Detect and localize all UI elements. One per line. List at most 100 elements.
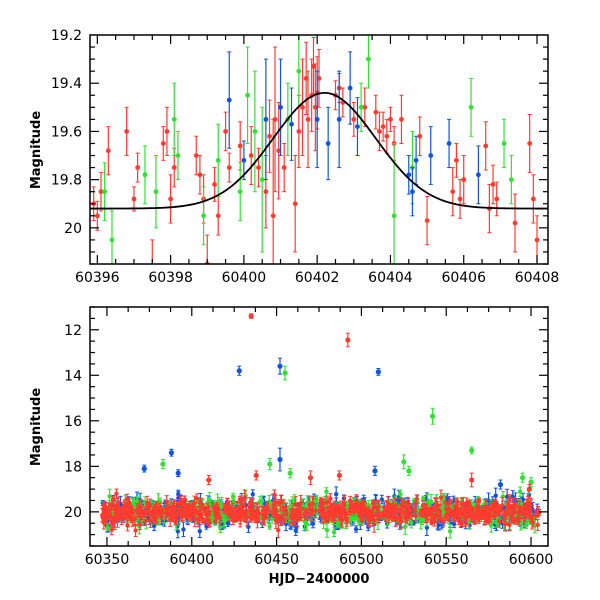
band-point-red bbox=[385, 496, 391, 510]
band-point-green bbox=[447, 524, 453, 539]
data-point-red bbox=[527, 114, 533, 173]
band-point-red bbox=[371, 500, 376, 508]
band-point-red bbox=[441, 517, 446, 527]
band-point-blue bbox=[181, 521, 186, 538]
band-point-red bbox=[367, 511, 372, 528]
band-point-red bbox=[133, 523, 138, 538]
band-point-red bbox=[434, 504, 439, 515]
band-point-red bbox=[375, 502, 380, 516]
band-point-red bbox=[360, 499, 366, 517]
band-point-red bbox=[148, 515, 153, 528]
band-point-red bbox=[529, 515, 535, 530]
data-point-red bbox=[454, 142, 459, 178]
data-point-blue bbox=[428, 126, 434, 185]
band-point-red bbox=[249, 513, 254, 521]
x-tick-label: 60350 bbox=[85, 552, 130, 568]
band-point-red bbox=[445, 509, 450, 521]
band-point-red bbox=[281, 517, 287, 525]
band-point-red bbox=[414, 494, 419, 505]
band-point-red bbox=[194, 506, 199, 516]
band-point-red bbox=[237, 496, 243, 503]
data-point-green bbox=[358, 82, 364, 132]
data-point-green bbox=[508, 155, 514, 205]
band-point-red bbox=[105, 509, 110, 520]
band-point-red bbox=[239, 506, 244, 518]
data-point-red bbox=[272, 46, 278, 193]
band-point-red bbox=[429, 505, 434, 513]
data-point-red bbox=[212, 167, 217, 202]
band-point-red bbox=[163, 505, 169, 513]
data-point-red bbox=[457, 179, 463, 219]
band-point-red bbox=[418, 509, 423, 518]
data-point-red bbox=[380, 111, 386, 142]
x-tick-label: 60400 bbox=[170, 552, 215, 568]
data-point-red bbox=[461, 155, 467, 205]
band-point-red bbox=[459, 520, 464, 527]
bottom-panel-data-marks bbox=[100, 313, 542, 539]
data-point-red bbox=[256, 147, 261, 188]
band-point-red bbox=[178, 508, 184, 521]
data-point-red bbox=[160, 126, 166, 161]
band-point-red bbox=[395, 512, 401, 525]
outlier-point-blue bbox=[175, 469, 181, 478]
data-point-green bbox=[215, 123, 221, 198]
band-point-red bbox=[455, 498, 460, 506]
data-point-green bbox=[366, 35, 371, 89]
data-point-blue bbox=[241, 140, 247, 181]
band-point-red bbox=[143, 505, 148, 521]
band-point-green bbox=[324, 522, 330, 538]
band-point-red bbox=[443, 495, 448, 510]
band-point-red bbox=[109, 523, 115, 536]
band-point-red bbox=[427, 507, 433, 521]
outlier-point-blue bbox=[277, 357, 283, 375]
outlier-point-green bbox=[287, 468, 293, 479]
band-point-red bbox=[116, 506, 122, 522]
outlier-point-red bbox=[206, 474, 212, 486]
bottom-panel-light-curve-full: 60350 60400 60450 60500 60550 60600 12 14 16 18 20… bbox=[29, 306, 554, 587]
y-tick-label: 16 bbox=[64, 414, 82, 430]
top-panel-data-marks bbox=[90, 35, 548, 264]
outlier-point-red bbox=[336, 470, 342, 481]
band-point-red bbox=[507, 499, 512, 511]
data-point-blue bbox=[446, 118, 452, 169]
band-point-red bbox=[171, 499, 176, 516]
band-point-red bbox=[184, 511, 189, 519]
band-point-red bbox=[293, 496, 298, 513]
data-point-green bbox=[468, 77, 474, 137]
outlier-point-red bbox=[248, 313, 254, 319]
top-panel-frame bbox=[89, 34, 549, 265]
data-point-blue bbox=[347, 51, 353, 125]
band-point-red bbox=[438, 489, 444, 506]
band-point-blue bbox=[250, 489, 255, 500]
band-point-red bbox=[273, 507, 278, 516]
band-point-red bbox=[507, 518, 512, 532]
band-point-red bbox=[475, 503, 481, 511]
band-point-green bbox=[500, 491, 506, 503]
data-point-blue bbox=[278, 58, 283, 157]
band-point-red bbox=[313, 503, 318, 519]
data-point-red bbox=[417, 116, 423, 157]
data-point-blue bbox=[410, 167, 415, 217]
band-point-red bbox=[276, 521, 281, 539]
data-point-red bbox=[450, 167, 456, 217]
band-point-red bbox=[132, 511, 138, 526]
data-point-red bbox=[340, 87, 346, 118]
band-point-red bbox=[206, 507, 212, 517]
x-tick-label: 60500 bbox=[339, 552, 384, 568]
top-panel-light-curve-zoom: 60396 60398 60400 60402 60404 60406 60408 19.2 1… bbox=[29, 28, 559, 286]
x-tick-label: 60600 bbox=[509, 552, 554, 568]
band-point-red bbox=[128, 513, 134, 523]
band-point-red bbox=[487, 502, 492, 514]
data-point-red bbox=[512, 193, 518, 253]
band-point-red bbox=[213, 508, 218, 525]
band-point-red bbox=[281, 499, 286, 516]
x-tick-label: 60404 bbox=[368, 270, 413, 286]
band-point-red bbox=[174, 500, 180, 517]
band-point-red bbox=[482, 508, 487, 526]
band-point-red bbox=[480, 506, 485, 515]
y-tick-label: 19.2 bbox=[51, 28, 82, 44]
outlier-point-blue bbox=[236, 365, 242, 376]
band-point-red bbox=[276, 499, 281, 507]
band-point-red bbox=[201, 517, 206, 525]
